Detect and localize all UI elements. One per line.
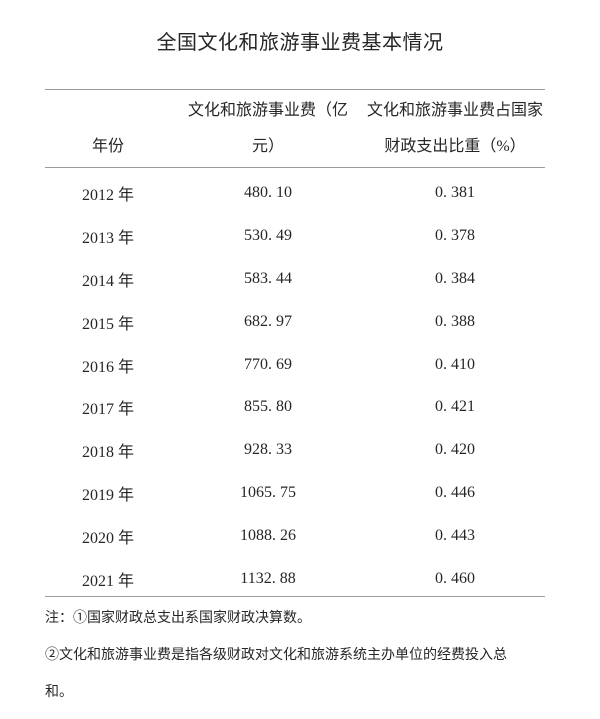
share-cell: 0. 378 — [435, 227, 475, 245]
share-cell: 0. 420 — [435, 441, 475, 459]
share-cell: 0. 410 — [435, 355, 475, 373]
table-body: 2012 年 480. 10 0. 381 2013 年 530. 49 0. … — [45, 168, 545, 596]
column-header-share-line1: 文化和旅游事业费占国家 — [366, 102, 543, 119]
table-row: 2018 年 928. 33 0. 420 — [45, 425, 545, 468]
column-header-share-line2: 财政支出比重（%） — [384, 138, 526, 155]
expenditure-cell: 1065. 75 — [240, 483, 296, 501]
expenditure-cell: 682. 97 — [244, 312, 292, 330]
column-header-expenditure-line2: 元） — [251, 138, 284, 155]
year-cell: 2013 年 — [81, 230, 134, 248]
share-cell: 0. 446 — [435, 483, 475, 501]
year-cell: 2012 年 — [81, 187, 134, 205]
table-row: 2021 年 1132. 88 0. 460 — [45, 553, 545, 596]
column-header-year: 年份 — [45, 90, 171, 167]
table-row: 2015 年 682. 97 0. 388 — [45, 296, 545, 339]
year-cell: 2016 年 — [81, 358, 134, 376]
note-line-3: 和。 — [45, 685, 73, 700]
expenditure-cell: 928. 33 — [244, 441, 292, 459]
expenditure-cell: 583. 44 — [244, 269, 292, 287]
note-line-2: ②文化和旅游事业费是指各级财政对文化和旅游系统主办单位的经费投入总 — [45, 648, 507, 663]
table-header-rule — [45, 167, 545, 168]
expenditure-cell: 855. 80 — [244, 398, 292, 416]
table-row: 2013 年 530. 49 0. 378 — [45, 211, 545, 254]
share-cell: 0. 460 — [435, 569, 475, 587]
column-header-expenditure: 文化和旅游事业费（亿 元） — [171, 90, 365, 167]
year-cell: 2020 年 — [81, 529, 134, 547]
expenditure-cell: 1132. 88 — [240, 569, 296, 587]
page-title: 全国文化和旅游事业费基本情况 — [156, 32, 444, 54]
share-cell: 0. 381 — [435, 184, 475, 202]
year-cell: 2021 年 — [81, 572, 134, 590]
year-cell: 2017 年 — [81, 401, 134, 419]
column-header-share: 文化和旅游事业费占国家 财政支出比重（%） — [365, 90, 545, 167]
table-row: 2016 年 770. 69 0. 410 — [45, 339, 545, 382]
table-bottom-rule — [45, 595, 545, 597]
expenditure-cell: 530. 49 — [244, 227, 292, 245]
table-row: 2019 年 1065. 75 0. 446 — [45, 468, 545, 511]
column-header-expenditure-line1: 文化和旅游事业费（亿 — [187, 102, 348, 119]
table-row: 2012 年 480. 10 0. 381 — [45, 168, 545, 211]
table-row: 2020 年 1088. 26 0. 443 — [45, 510, 545, 553]
year-cell: 2015 年 — [81, 315, 134, 333]
share-cell: 0. 421 — [435, 398, 475, 416]
year-cell: 2018 年 — [81, 444, 134, 462]
table-top-rule — [45, 89, 545, 90]
table-row: 2014 年 583. 44 0. 384 — [45, 254, 545, 297]
expenditure-cell: 1088. 26 — [240, 526, 296, 544]
share-cell: 0. 384 — [435, 269, 475, 287]
year-cell: 2019 年 — [81, 486, 134, 504]
share-cell: 0. 388 — [435, 312, 475, 330]
share-cell: 0. 443 — [435, 526, 475, 544]
column-header-year-label: 年份 — [91, 138, 124, 155]
table-notes: 注：①国家财政总支出系国家财政决算数。 ②文化和旅游事业费是指各级财政对文化和旅… — [45, 600, 565, 711]
table-header-row: 年份 文化和旅游事业费（亿 元） 文化和旅游事业费占国家 财政支出比重（%） — [45, 90, 545, 167]
note-line-1: 注：①国家财政总支出系国家财政决算数。 — [45, 611, 311, 626]
year-cell: 2014 年 — [81, 272, 134, 290]
table-row: 2017 年 855. 80 0. 421 — [45, 382, 545, 425]
expenditure-cell: 480. 10 — [244, 184, 292, 202]
expenditure-cell: 770. 69 — [244, 355, 292, 373]
statistics-table: 年份 文化和旅游事业费（亿 元） 文化和旅游事业费占国家 财政支出比重（%） 2… — [45, 89, 545, 597]
